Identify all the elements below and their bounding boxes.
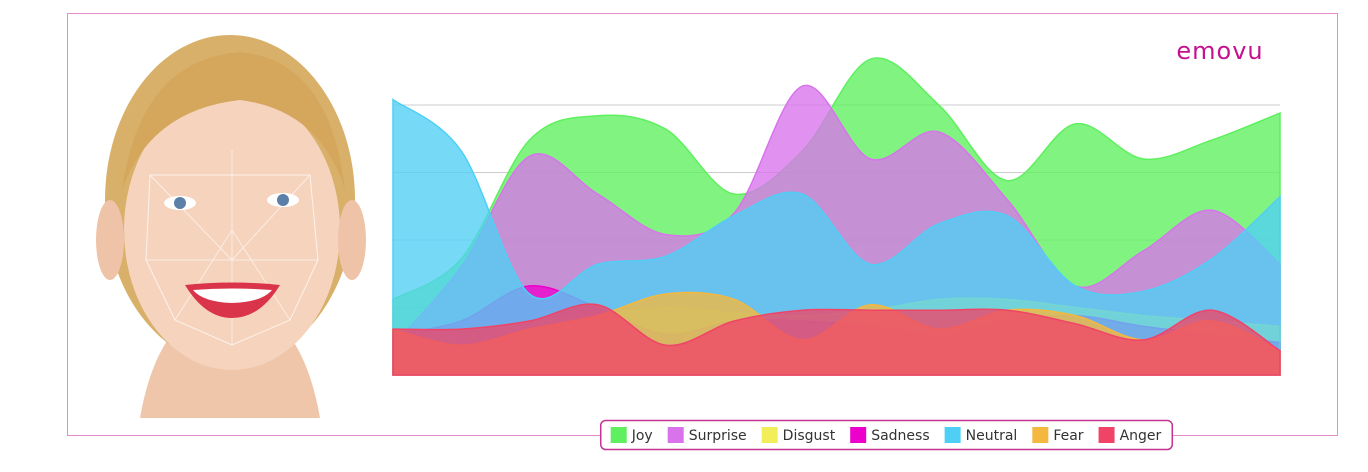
legend-label: Disgust [783,428,836,444]
area [392,303,1281,376]
legend-label: Anger [1120,428,1162,444]
face-image [96,30,366,418]
legend-label: Surprise [689,428,747,444]
legend-swatch [1098,427,1115,443]
legend-swatch [610,427,627,443]
logo: emovu [1176,37,1263,65]
area [392,98,1281,376]
legend-label: Joy [631,428,653,444]
legend-swatch [761,427,778,443]
legend-swatch [667,427,684,443]
legend-label: Sadness [871,428,929,444]
legend-label: Fear [1053,428,1083,444]
legend-swatch [944,427,961,443]
legend-swatch [850,427,867,443]
legend-swatch [1032,427,1049,443]
legend [599,419,1174,451]
legend-label: Neutral [966,428,1018,444]
